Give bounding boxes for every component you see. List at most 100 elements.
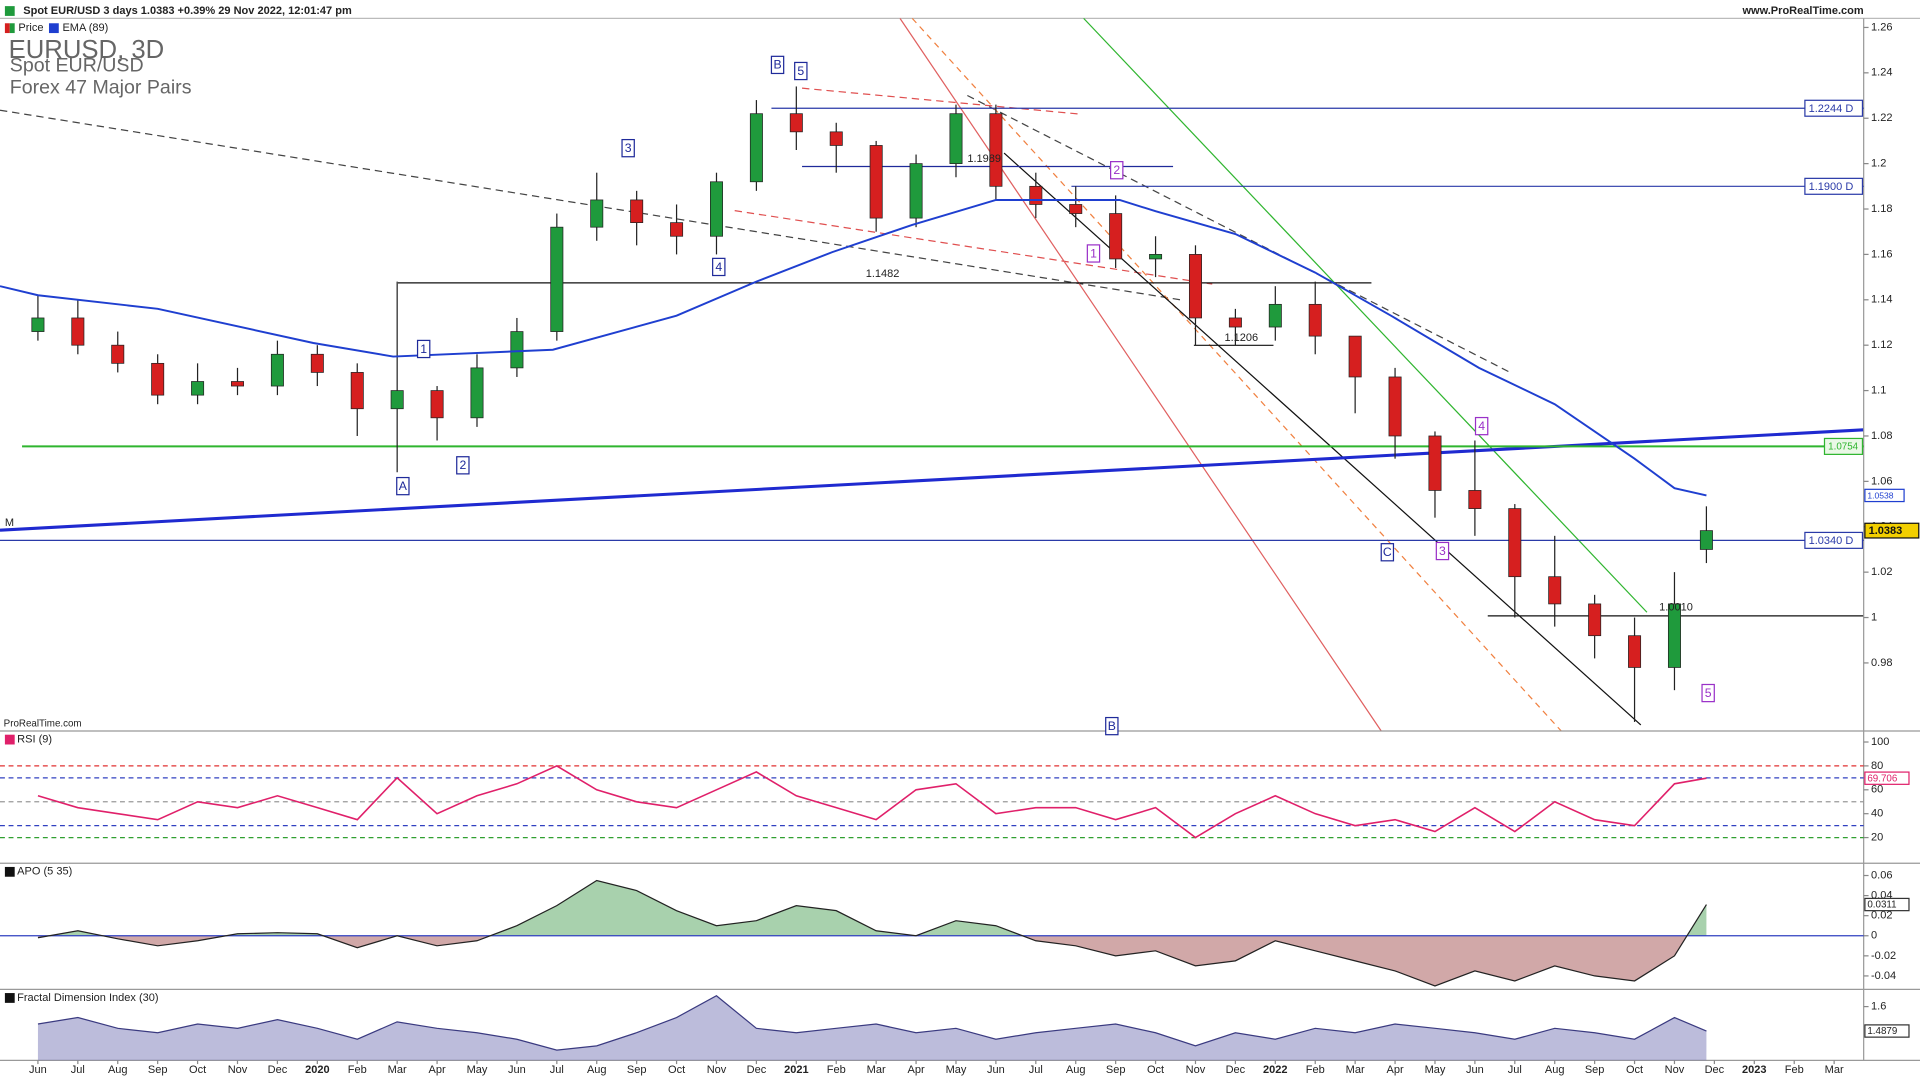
x-tick-label: Jun [29,1064,47,1076]
x-tick-label: Sep [1106,1064,1126,1076]
wave-label: 2 [1113,163,1120,177]
wave-label: 2 [459,458,466,472]
x-tick-label: Feb [827,1064,846,1076]
y-tick-label: 1.24 [1871,67,1892,79]
trendline [967,94,1513,375]
wave-box [396,476,410,496]
x-tick-label: Jul [71,1064,85,1076]
header-info: Spot EUR/USD 3 days 1.0383 +0.39% 29 Nov… [23,5,352,17]
panel-swatch [4,993,15,1003]
line-label: 1.0010 [1659,601,1693,613]
x-tick-label: Jun [508,1064,526,1076]
trendline [899,18,1382,732]
x-tick-label: Nov [228,1064,248,1076]
last-value-box [1864,522,1920,539]
panel-title: Fractal Dimension Index (30) [17,992,158,1004]
x-tick-label: 2023 [1742,1064,1767,1076]
y-tick-label: 0.06 [1871,869,1892,881]
wave-label: B [1108,719,1116,733]
candle-body [1667,603,1681,668]
wave-box [456,456,470,475]
candle-body [1468,490,1482,509]
wave-label: 4 [1478,419,1485,433]
candle-body [1069,204,1083,214]
header-icon [4,6,15,16]
x-tick-label: Dec [268,1064,288,1076]
candle-body [1109,213,1123,260]
x-tick-label: Apr [907,1064,924,1076]
x-tick-label: Aug [1545,1064,1565,1076]
candle-body [510,331,524,369]
panel-title: RSI (9) [17,733,52,745]
line-label: 1.1482 [866,268,900,280]
candle-body [989,113,1003,187]
x-tick-label: Apr [429,1064,446,1076]
plots: Jun Jul Aug Sep Oct Nov Dec 2020 Feb Mar Apr May Jun… [0,21,1920,1076]
x-tick-label: Oct [189,1064,206,1076]
y-tick-label: 1.02 [1871,566,1892,578]
x-tick-label: May [1425,1064,1446,1076]
candle-body [1308,303,1322,337]
candle-body [869,145,883,219]
candle-body [1268,303,1282,328]
wave-box [1701,683,1715,703]
candle-body [1348,335,1362,378]
legend-label: Price [18,22,43,34]
level-label: 1.2244 D [1809,103,1854,115]
x-tick-label: May [467,1064,488,1076]
wave-box [1086,244,1101,263]
wave-label: 1 [420,342,427,356]
x-tick-label: Jun [987,1064,1005,1076]
y-tick-label: 1.22 [1871,112,1892,124]
candle-body [191,381,205,396]
candle-body [1588,603,1602,637]
x-tick-label: Aug [1066,1064,1086,1076]
wave-label: 5 [1705,686,1712,700]
x-tick-label: Aug [108,1064,128,1076]
y-tick-label: 1.6 [1871,1001,1886,1013]
last-value-label: 1.0383 [1869,525,1903,537]
y-tick-label: 0.98 [1871,657,1892,669]
wave-label: 1 [1090,246,1097,260]
candle-body [630,199,644,223]
wave-box [794,61,808,81]
trendline [1083,17,1648,613]
level-box [1804,531,1864,549]
legend-swatch [9,23,15,34]
x-tick-label: Jul [550,1064,564,1076]
candle-body [111,344,125,364]
wave-label: 3 [625,141,632,155]
x-tick-label: Mar [388,1064,407,1076]
level-label: 1.1900 D [1809,181,1854,193]
candle-body [270,353,284,387]
x-tick-label: Mar [867,1064,886,1076]
x-tick-label: Nov [707,1064,727,1076]
last-value-label: 0.0311 [1867,900,1896,911]
header-site: www.ProRealTime.com [1741,5,1863,17]
y-tick-label: 1.14 [1871,294,1892,306]
last-value-label: 1.4879 [1867,1026,1897,1037]
x-tick-label: Oct [668,1064,685,1076]
x-tick-label: Dec [747,1064,767,1076]
x-tick-label: Feb [1306,1064,1325,1076]
last-value-label: 69.706 [1867,773,1897,784]
last-value-box [1864,771,1910,785]
x-tick-label: 2021 [784,1064,809,1076]
legend-swatch [48,23,59,34]
x-tick-label: Dec [1705,1064,1725,1076]
area-fill-up [37,995,1707,1061]
level-box [1804,177,1864,195]
wave-box [1110,161,1124,180]
candle-body [151,362,165,396]
area-line [37,879,1707,987]
candle-body [31,317,45,332]
x-tick-label: Oct [1626,1064,1643,1076]
ema-last-label: 1.0538 [1867,490,1893,500]
level-label: 1.0754 [1828,442,1858,453]
level-box [1823,437,1864,455]
y-tick-label: 1.08 [1871,430,1892,442]
ema-line [0,198,1707,497]
wave-box [1474,416,1489,436]
x-tick-label: Jun [1466,1064,1484,1076]
candle-body [390,390,404,410]
